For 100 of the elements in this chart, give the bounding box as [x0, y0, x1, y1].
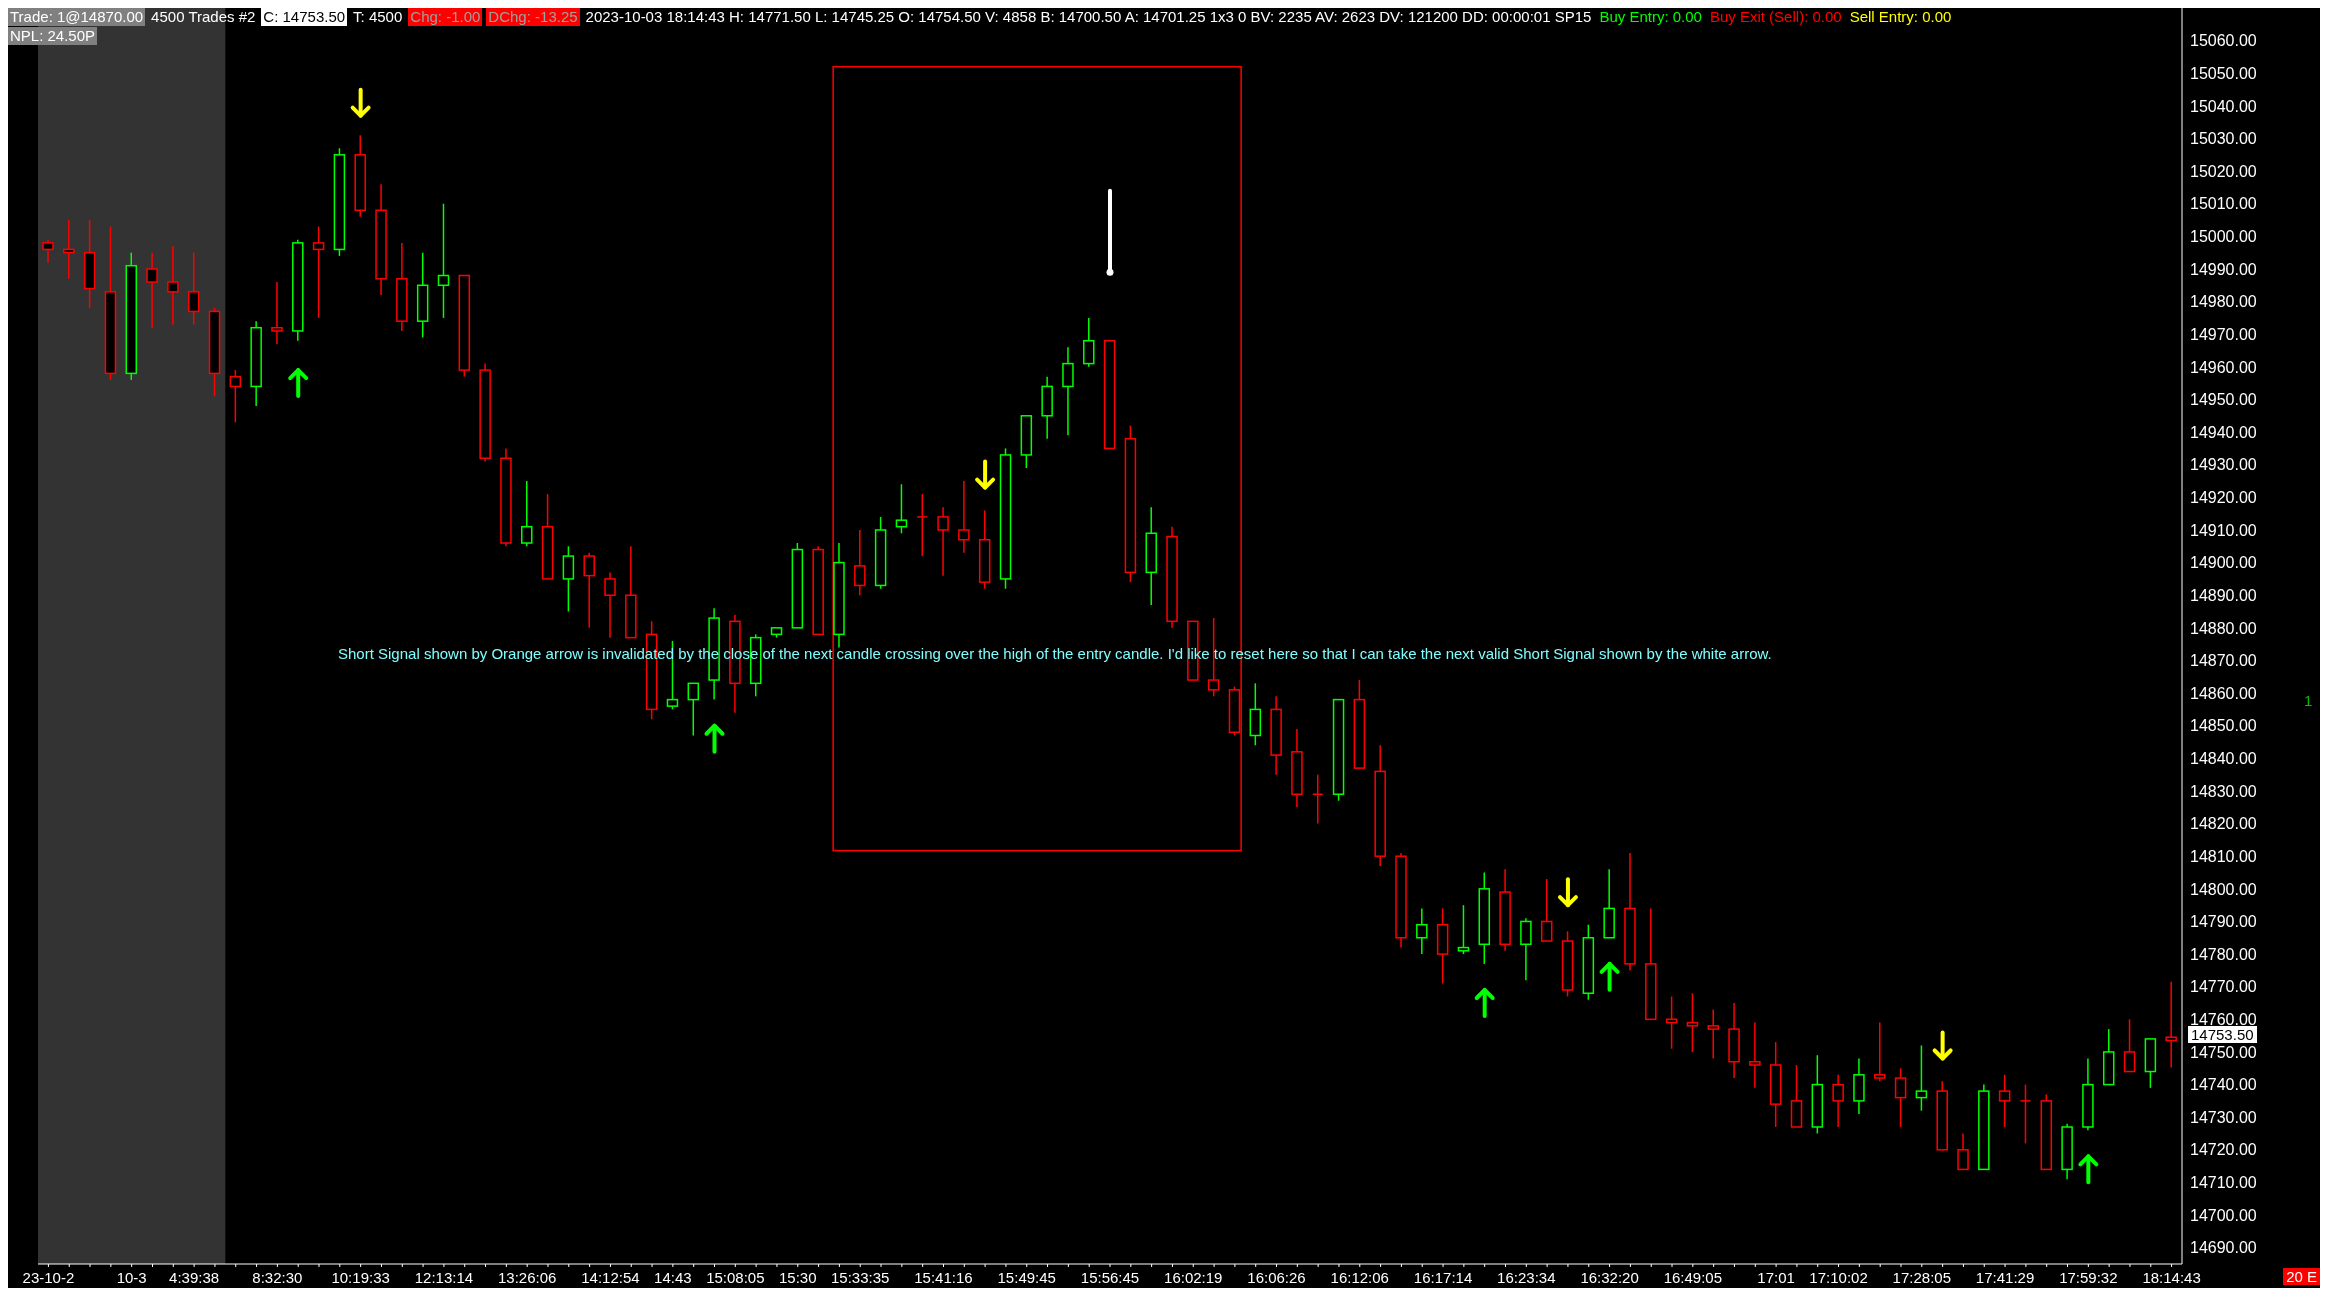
y-tick-label: 15060.00	[2190, 32, 2257, 50]
y-tick-label: 14730.00	[2190, 1108, 2257, 1126]
candlestick	[146, 251, 158, 329]
x-tick-label: 16:17:14	[1413, 1269, 1473, 1286]
y-tick-label: 14760.00	[2190, 1011, 2257, 1028]
y-tick-label: 14750.00	[2190, 1043, 2257, 1061]
x-tick-label: 16:32:20	[1580, 1269, 1639, 1286]
y-tick-label: 15040.00	[2190, 97, 2257, 115]
candlestick	[1707, 1008, 1719, 1060]
x-tick-label: 16:12:06	[1330, 1269, 1389, 1286]
y-tick-label: 14940.00	[2190, 423, 2257, 441]
candlestick	[1998, 1074, 2011, 1128]
x-tick-label: 18:14:43	[2142, 1269, 2201, 1286]
candlestick	[1540, 878, 1553, 942]
candlestick	[1686, 992, 1699, 1053]
candlestick	[937, 506, 949, 577]
y-tick-label: 14960.00	[2190, 358, 2257, 376]
y-tick-label: 14920.00	[2190, 489, 2257, 507]
candlestick	[604, 571, 616, 639]
text: 14753.50	[2188, 1026, 2257, 1043]
candlestick	[958, 480, 970, 554]
candlestick	[1312, 773, 1324, 825]
x-tick-label: 15:56:45	[1080, 1269, 1140, 1286]
x-tick-label: 15:49:45	[997, 1269, 1056, 1286]
y-tick-label: 14930.00	[2190, 456, 2257, 474]
y-tick-label: 14990.00	[2190, 260, 2257, 278]
annotation: Buy Entry: 0.00	[1598, 8, 1703, 26]
candlestick	[562, 545, 575, 613]
candlestick	[1416, 907, 1428, 955]
y-tick-label: 15000.00	[2190, 228, 2257, 246]
annotation: C: 14753.50	[261, 8, 348, 26]
y-tick-label: 14840.00	[2190, 750, 2257, 768]
candlestick	[1083, 317, 1095, 368]
annotation: Chg: -1.00	[408, 8, 483, 26]
y-tick-label: 14980.00	[2190, 293, 2257, 311]
y-tick-label: 14770.00	[2190, 978, 2257, 996]
candlestick	[916, 493, 928, 557]
candlestick	[583, 552, 595, 629]
annotation: Sell Entry: 0.00	[1848, 8, 1953, 26]
candlestick	[895, 483, 908, 534]
y-tick-label: 14710.00	[2190, 1174, 2257, 1192]
y-tick-label: 14910.00	[2190, 521, 2257, 539]
y-tick-label: 14880.00	[2190, 619, 2257, 637]
y-tick-label: 14870.00	[2190, 652, 2257, 670]
x-tick-label: 8:32:30	[252, 1269, 303, 1286]
x-tick-label: 17:41:29	[1975, 1269, 2035, 1286]
candlestick	[687, 682, 700, 737]
x-tick-label: 15:08:05	[706, 1269, 765, 1286]
candlestick	[521, 480, 533, 548]
annotation: DChg: -13.25	[486, 8, 580, 26]
candlestick	[271, 281, 283, 345]
y-tick-label: 14890.00	[2190, 586, 2257, 604]
candlestick	[437, 202, 450, 319]
candlestick	[1457, 904, 1470, 955]
x-tick-label: 15:33:35	[831, 1269, 890, 1286]
candlestick	[42, 238, 54, 264]
x-tick-label: 16:23:34	[1497, 1269, 1556, 1286]
y-tick-label: 14850.00	[2190, 717, 2257, 735]
annotation: NPL: 24.50P	[8, 27, 98, 45]
text: 20 E	[2283, 1268, 2320, 1285]
x-tick-label: 10-3	[116, 1269, 147, 1286]
y-tick-label: 14970.00	[2190, 325, 2257, 343]
candlestick	[1520, 917, 1532, 981]
x-tick-label: 14:12:54	[581, 1269, 640, 1286]
y-tick-label: 14830.00	[2190, 782, 2257, 800]
y-tick-label: 14700.00	[2190, 1206, 2257, 1224]
y-tick-label: 14720.00	[2190, 1141, 2257, 1159]
candlestick	[854, 529, 866, 596]
y-tick-label: 14780.00	[2190, 945, 2257, 963]
x-tick-label: 17:01	[1757, 1269, 1795, 1286]
candlestick	[2123, 1018, 2136, 1073]
y-tick-label: 15030.00	[2190, 130, 2257, 148]
annotation: 2023-10-03 18:14:43 H: 14771.50 L: 14745.25 O: 14754.50 V: 4858 B: 14700.50 A: 14701.25 1x3 0 BV: 2235 AV: 2623 DV: 121200 DD: 00:00:01 SP15	[584, 8, 1593, 26]
x-tick-label: 23-10-2	[22, 1269, 75, 1286]
x-tick-label: 4:39:38	[169, 1269, 220, 1286]
y-tick-label: 14860.00	[2190, 684, 2257, 702]
candlestick	[312, 225, 325, 319]
annotation: Buy Exit (Sell): 0.00	[1708, 8, 1843, 26]
y-tick-label: 14800.00	[2190, 880, 2257, 898]
annotation: T: 4500	[352, 8, 404, 26]
x-tick-label: 17:10:02	[1809, 1269, 1868, 1286]
x-tick-label: 16:49:05	[1663, 1269, 1723, 1286]
candlestick	[187, 251, 200, 326]
annotation: Trade: 1@14870.00	[8, 8, 146, 26]
x-tick-label: 13:26:06	[497, 1269, 557, 1286]
candlestick	[63, 219, 75, 280]
annotation: 4500 Trades #2	[150, 8, 257, 26]
candlestick	[1749, 1021, 1761, 1089]
y-tick-label: 15050.00	[2190, 64, 2257, 82]
y-tick-label: 15020.00	[2190, 162, 2257, 180]
x-tick-label: 16:02:19	[1164, 1269, 1223, 1286]
y-tick-label: 14950.00	[2190, 391, 2257, 409]
candlestick	[2019, 1083, 2032, 1145]
y-tick-label: 14690.00	[2190, 1239, 2257, 1257]
candlestick	[1915, 1044, 1928, 1112]
x-tick-label: 17:59:32	[2059, 1269, 2118, 1286]
candlestick	[1062, 346, 1074, 437]
x-tick-label: 14:43	[654, 1269, 692, 1286]
x-tick-label: 15:41:16	[914, 1269, 973, 1286]
candlestick	[1957, 1132, 1969, 1171]
